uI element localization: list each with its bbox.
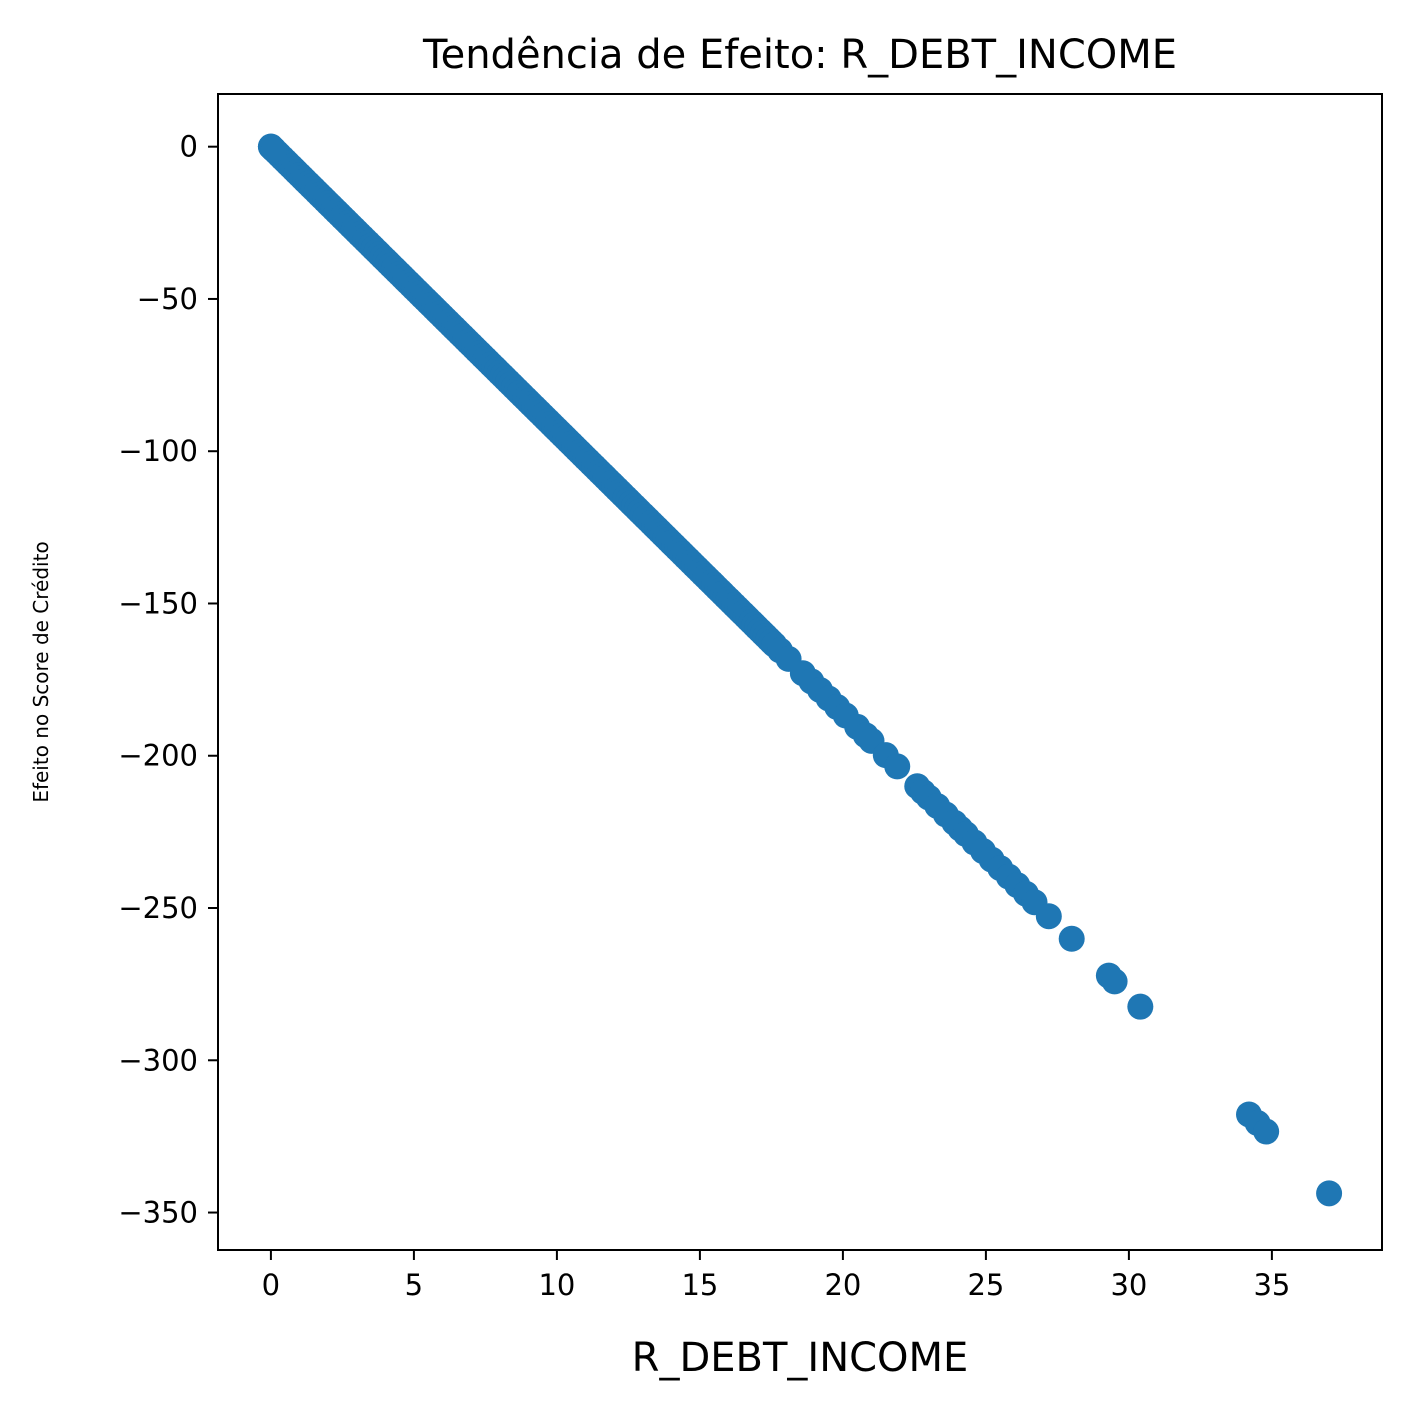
data-point <box>884 753 911 780</box>
chart-title: Tendência de Efeito: R_DEBT_INCOME <box>422 32 1177 78</box>
x-tick-label: 5 <box>405 1268 423 1302</box>
data-point <box>1101 968 1128 995</box>
x-tick-label: 25 <box>967 1268 1004 1302</box>
y-axis: 0 −50 −100 −150 −200 −250 −300 −350 <box>118 130 218 1230</box>
y-tick-label: −100 <box>118 434 198 468</box>
y-tick-label: −150 <box>118 586 198 620</box>
x-tick-label: 0 <box>262 1268 280 1302</box>
y-tick-label: −250 <box>118 891 198 925</box>
x-tick-label: 15 <box>681 1268 718 1302</box>
y-axis-label: Efeito no Score de Crédito <box>29 541 53 802</box>
y-tick-label: −300 <box>118 1043 198 1077</box>
data-point <box>1316 1180 1343 1207</box>
data-point <box>1035 903 1062 930</box>
x-tick-label: 35 <box>1253 1268 1290 1302</box>
y-tick-label: −200 <box>118 739 198 773</box>
x-axis-label: R_DEBT_INCOME <box>632 1335 969 1381</box>
x-tick-label: 30 <box>1110 1268 1147 1302</box>
x-tick-label: 20 <box>824 1268 861 1302</box>
data-point <box>260 136 287 163</box>
plot-frame <box>217 93 1383 1251</box>
y-tick-label: −350 <box>118 1196 198 1230</box>
x-axis: 0 5 10 15 20 25 30 35 <box>262 1250 1290 1302</box>
data-points <box>257 133 1343 1207</box>
y-tick-label: 0 <box>180 130 198 164</box>
data-point <box>1253 1118 1280 1145</box>
data-point <box>1127 993 1154 1020</box>
data-point <box>1058 925 1085 952</box>
y-tick-label: −50 <box>137 282 198 316</box>
x-tick-label: 10 <box>538 1268 575 1302</box>
